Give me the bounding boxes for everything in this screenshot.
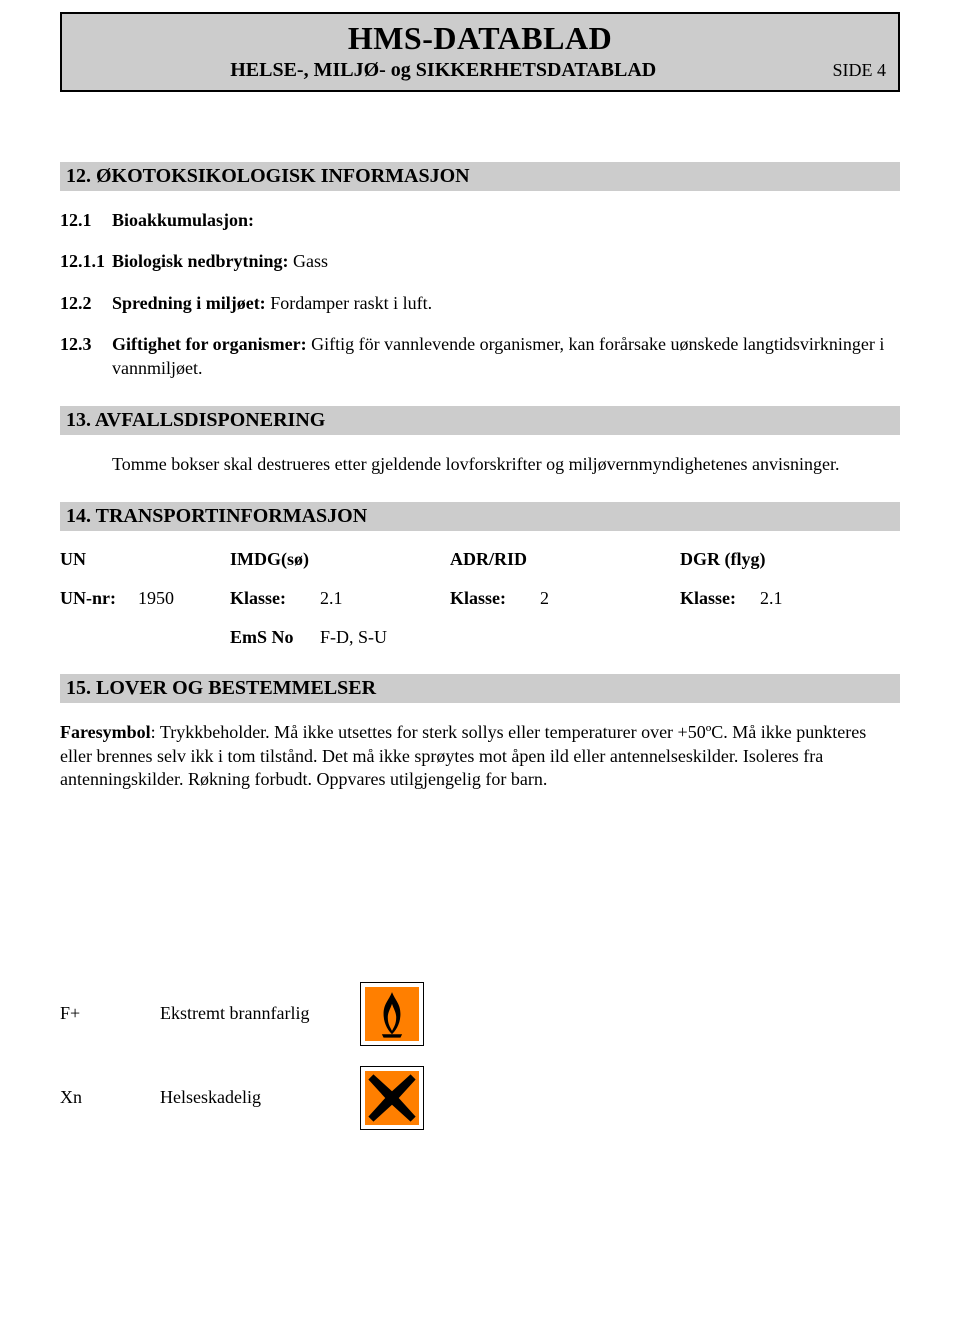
section-12-heading: 12. ØKOTOKSIKOLOGISK INFORMASJON <box>60 162 900 191</box>
doc-subtitle-row: HELSE-, MILJØ- og SIKKERHETSDATABLAD SID… <box>74 59 886 82</box>
imdg-col-header: IMDG(sø) <box>230 549 450 570</box>
item-text: Bioakkumulasjon: <box>112 209 900 232</box>
faresymbol-text: : Trykkbeholder. Må ikke utsettes for st… <box>60 722 866 789</box>
flame-icon <box>360 982 424 1046</box>
faresymbol-block: Faresymbol: Trykkbeholder. Må ikke utset… <box>60 721 900 791</box>
item-12-1-1: 12.1.1 Biologisk nedbrytning: Gass <box>60 250 900 273</box>
un-col-header: UN <box>60 549 230 570</box>
item-text: Biologisk nedbrytning: Gass <box>112 250 900 273</box>
hazard-flame-row: F+ Ekstremt brannfarlig <box>60 982 900 1046</box>
item-num: 12.1.1 <box>60 250 112 273</box>
hazard-code: F+ <box>60 1003 160 1024</box>
flame-svg <box>365 987 419 1041</box>
doc-title: HMS-DATABLAD <box>74 20 886 57</box>
imdg-class-value: 2.1 <box>320 588 450 609</box>
item-text: Spredning i miljøet: Fordamper raskt i l… <box>112 292 900 315</box>
section-12-body: 12.1 Bioakkumulasjon: 12.1.1 Biologisk n… <box>60 209 900 380</box>
transport-data-row: UN-nr: 1950 Klasse: 2.1 Klasse: 2 Klasse… <box>60 588 900 609</box>
item-label: Spredning i miljøet: <box>112 293 266 313</box>
harmful-x-icon <box>360 1066 424 1130</box>
section-14-heading: 14. TRANSPORTINFORMASJON <box>60 502 900 531</box>
ems-value: F-D, S-U <box>320 627 900 648</box>
transport-header-row: UN IMDG(sø) ADR/RID DGR (flyg) <box>60 549 900 570</box>
dgr-class-label: Klasse: <box>680 588 760 609</box>
document-header: HMS-DATABLAD HELSE-, MILJØ- og SIKKERHET… <box>60 12 900 92</box>
section-14-body: UN IMDG(sø) ADR/RID DGR (flyg) UN-nr: 19… <box>60 549 900 648</box>
item-num: 12.3 <box>60 333 112 380</box>
item-value: Gass <box>293 251 328 271</box>
section-15-heading: 15. LOVER OG BESTEMMELSER <box>60 674 900 703</box>
item-label: Biologisk nedbrytning: <box>112 251 289 271</box>
hazard-code: Xn <box>60 1087 160 1108</box>
item-label: Giftighet for organismer: <box>112 334 307 354</box>
section-13-heading: 13. AVFALLSDISPONERING <box>60 406 900 435</box>
item-12-3: 12.3 Giftighet for organismer: Giftig fö… <box>60 333 900 380</box>
page-number: SIDE 4 <box>833 60 887 81</box>
item-text: Giftighet for organismer: Giftig för van… <box>112 333 900 380</box>
dgr-class-value: 2.1 <box>760 588 900 609</box>
item-label: Bioakkumulasjon: <box>112 210 254 230</box>
item-12-1: 12.1 Bioakkumulasjon: <box>60 209 900 232</box>
ems-label: EmS No <box>230 627 320 648</box>
hazard-harmful-row: Xn Helseskadelig <box>60 1066 900 1130</box>
ems-row: EmS No F-D, S-U <box>230 627 900 648</box>
item-num: 12.2 <box>60 292 112 315</box>
section-13-text: Tomme bokser skal destrueres etter gjeld… <box>112 453 900 476</box>
un-nr-label: UN-nr: <box>60 588 138 609</box>
item-num: 12.1 <box>60 209 112 232</box>
un-nr-value: 1950 <box>138 588 230 609</box>
adr-class-label: Klasse: <box>450 588 540 609</box>
x-svg <box>365 1071 419 1125</box>
adr-class-value: 2 <box>540 588 680 609</box>
hazard-label: Helseskadelig <box>160 1087 360 1108</box>
section-13-body: Tomme bokser skal destrueres etter gjeld… <box>60 453 900 476</box>
faresymbol-label: Faresymbol <box>60 722 151 742</box>
dgr-col-header: DGR (flyg) <box>680 549 900 570</box>
adr-col-header: ADR/RID <box>450 549 680 570</box>
imdg-class-label: Klasse: <box>230 588 320 609</box>
hazard-label: Ekstremt brannfarlig <box>160 1003 360 1024</box>
doc-subtitle: HELSE-, MILJØ- og SIKKERHETSDATABLAD <box>74 59 813 82</box>
item-value: Fordamper raskt i luft. <box>270 293 432 313</box>
item-12-2: 12.2 Spredning i miljøet: Fordamper rask… <box>60 292 900 315</box>
